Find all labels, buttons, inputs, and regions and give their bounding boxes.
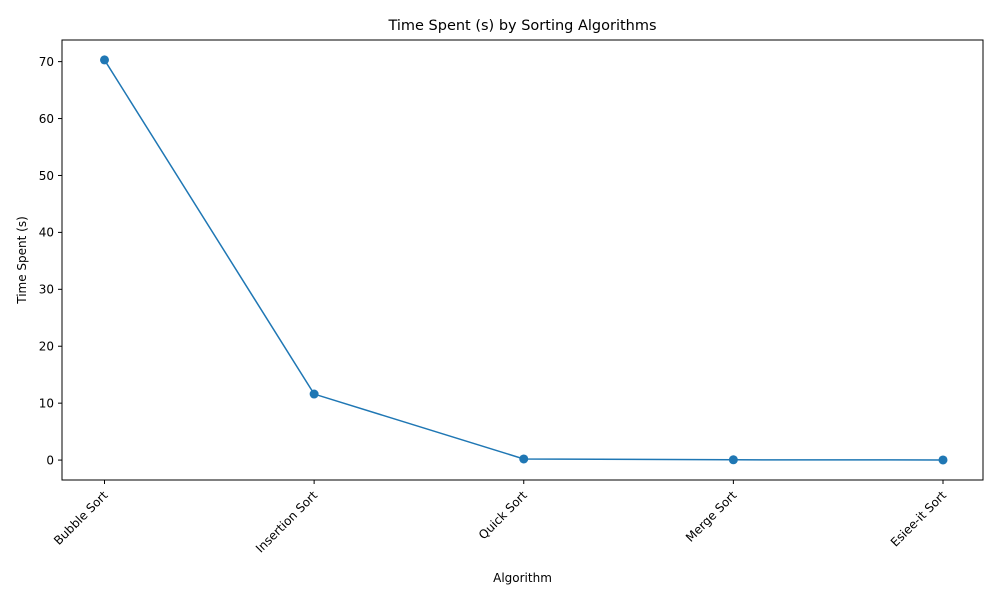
axes-frame [61,39,984,481]
y-axis-label: Time Spent (s) [15,216,29,305]
y-tick-label: 0 [46,453,54,467]
x-tick-label: Quick Sort [476,488,530,542]
y-tick-label: 40 [39,226,54,240]
data-point-esiee-it-sort [938,455,948,465]
x-tick-label: Merge Sort [683,488,740,545]
chart-title: Time Spent (s) by Sorting Algorithms [387,18,656,34]
y-tick-label: 30 [39,283,54,297]
x-tick-label: Bubble Sort [51,488,111,548]
y-axis: 0 10 20 30 40 50 60 70 [39,55,62,467]
plot-area: 0 10 20 30 40 50 60 70 Bubble Sort Insertion Sor… [39,39,984,555]
y-tick-label: 70 [39,55,54,69]
data-point-quick-sort [519,454,529,464]
x-axis-label: Algorithm [493,571,552,585]
y-tick-label: 20 [39,340,54,354]
y-tick-label: 60 [39,112,54,126]
x-axis: Bubble Sort Insertion Sort Quick Sort Merge… [51,480,949,555]
y-tick-label: 50 [39,169,54,183]
series-line [103,59,944,461]
data-point-insertion-sort [309,389,319,399]
data-point-merge-sort [728,455,738,465]
x-tick-label: Esiee-it Sort [888,488,950,550]
data-point-bubble-sort [100,55,109,65]
y-tick-label: 10 [39,396,54,410]
x-tick-label: Insertion Sort [253,488,320,555]
data-points [100,55,948,465]
